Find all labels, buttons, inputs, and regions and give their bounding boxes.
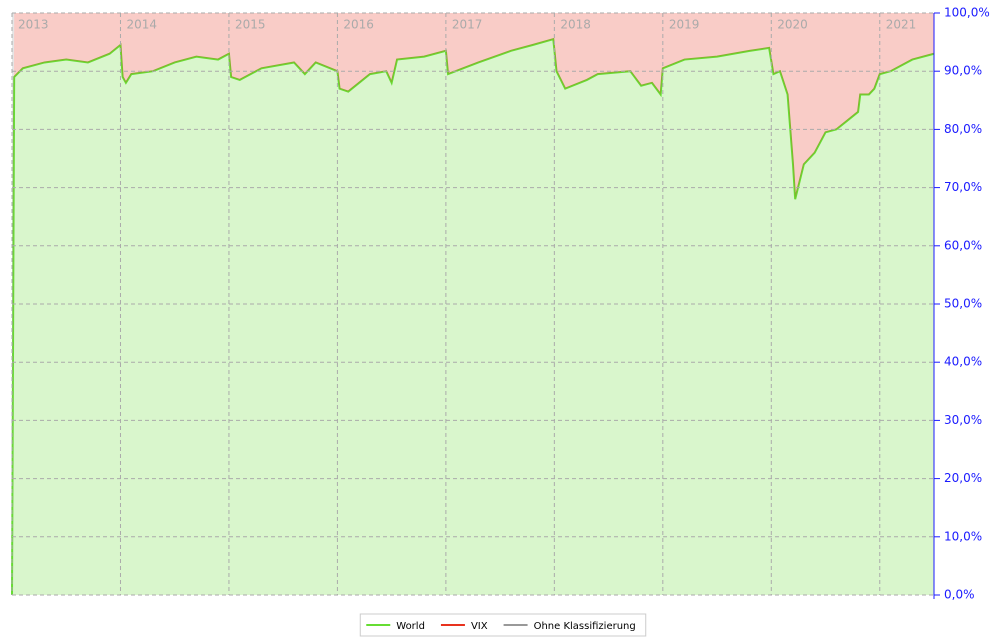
x-tick-label: 2019	[669, 18, 700, 32]
y-tick-label: 90,0%	[944, 64, 982, 78]
y-tick-label: 10,0%	[944, 529, 982, 543]
x-tick-label: 2018	[560, 18, 591, 32]
y-tick-label: 70,0%	[944, 180, 982, 194]
x-tick-label: 2016	[343, 18, 374, 32]
y-tick-label: 80,0%	[944, 122, 982, 136]
y-tick-label: 60,0%	[944, 238, 982, 252]
y-tick-label: 0,0%	[944, 588, 975, 602]
y-tick-label: 100,0%	[944, 6, 990, 20]
x-tick-label: 2020	[777, 18, 808, 32]
x-tick-label: 2014	[126, 18, 157, 32]
legend-label: Ohne Klassifizierung	[534, 621, 636, 632]
legend: World VIX Ohne Klassifizierung	[359, 613, 647, 637]
y-tick-label: 40,0%	[944, 355, 982, 369]
legend-box	[359, 613, 647, 637]
x-tick-label: 2013	[18, 18, 49, 32]
y-tick-label: 30,0%	[944, 413, 982, 427]
x-tick-label: 2015	[235, 18, 266, 32]
y-tick-label: 20,0%	[944, 471, 982, 485]
legend-label: VIX	[471, 621, 488, 632]
area	[12, 39, 934, 595]
legend-label: World	[396, 621, 425, 632]
x-tick-label: 2017	[452, 18, 483, 32]
x-tick-label: 2021	[886, 18, 917, 32]
y-tick-label: 50,0%	[944, 297, 982, 311]
